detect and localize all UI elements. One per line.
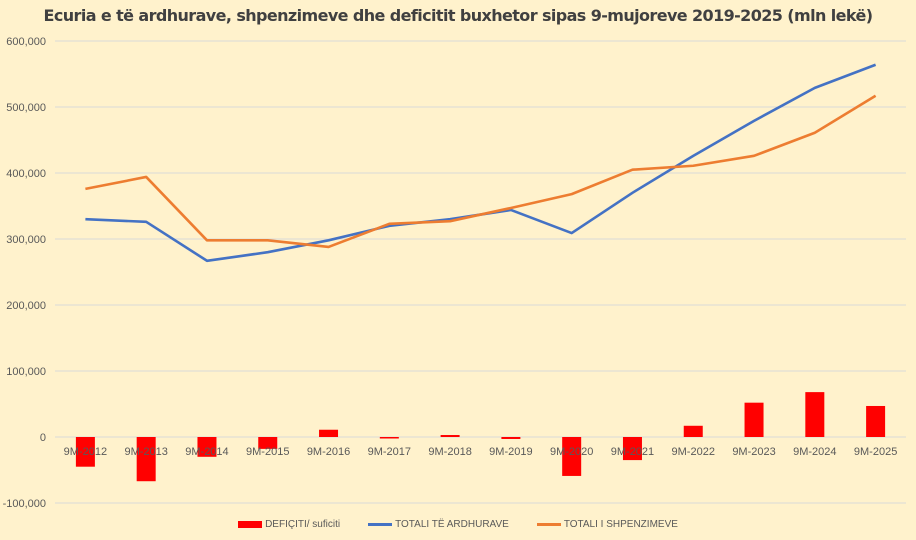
line-totali-t-ardhurave <box>85 63 877 263</box>
x-tick-label: 9M-2021 <box>611 446 654 458</box>
y-tick-label: -100,000 <box>3 498 46 510</box>
line-totali-i-shpenzimeve <box>85 94 877 249</box>
y-tick-label: 0 <box>40 432 46 444</box>
legend: DEFIÇITI/ suficiti TOTALI TË ARDHURAVE TOT… <box>0 519 916 530</box>
bar-9M-2013 <box>136 437 156 482</box>
y-tick-label: 500,000 <box>6 102 46 114</box>
legend-item: TOTALI I SHPENZIMEVE <box>536 519 678 530</box>
bar-9M-2016 <box>319 429 339 437</box>
y-tick-label: 100,000 <box>6 366 46 378</box>
y-tick-label: 300,000 <box>6 234 46 246</box>
y-tick-label: 600,000 <box>6 36 46 48</box>
x-tick-label: 9M-2022 <box>672 446 715 458</box>
x-tick-label: 9M-2025 <box>854 446 897 458</box>
chart-title: Ecuria e të ardhurave, shpenzimeve dhe d… <box>43 6 873 25</box>
x-tick-label: 9M-2018 <box>428 446 471 458</box>
legend-item: DEFIÇITI/ suficiti <box>238 519 340 530</box>
legend-label: TOTALI TË ARDHURAVE <box>395 519 509 530</box>
x-tick-label: 9M-2012 <box>64 446 107 458</box>
legend-swatch <box>368 523 393 526</box>
bar-9M-2014 <box>197 437 217 457</box>
y-tick-label: 200,000 <box>6 300 46 312</box>
bar-9M-2022 <box>683 425 703 437</box>
bar-9M-2021 <box>622 437 642 461</box>
bar-9M-2024 <box>805 392 825 437</box>
legend-label: TOTALI I SHPENZIMEVE <box>563 519 678 530</box>
x-tick-label: 9M-2014 <box>185 446 228 458</box>
bar-9M-2019 <box>501 437 521 439</box>
x-tick-label: 9M-2017 <box>368 446 411 458</box>
legend-label: DEFIÇITI/ suficiti <box>265 519 341 530</box>
legend-item: TOTALI TË ARDHURAVE <box>368 519 509 530</box>
bar-9M-2017 <box>379 437 399 439</box>
x-tick-label: 9M-2024 <box>793 446 836 458</box>
bar-9M-2018 <box>440 435 460 437</box>
bar-9M-2023 <box>744 402 764 437</box>
y-tick-label: 400,000 <box>6 168 46 180</box>
legend-swatch <box>238 521 263 528</box>
x-tick-label: 9M-2015 <box>246 446 289 458</box>
bar-9M-2025 <box>866 405 886 437</box>
x-tick-label: 9M-2016 <box>307 446 350 458</box>
legend-swatch <box>536 523 561 526</box>
x-tick-label: 9M-2019 <box>489 446 532 458</box>
x-tick-label: 9M-2013 <box>124 446 167 458</box>
x-tick-label: 9M-2023 <box>732 446 775 458</box>
bar-9M-2012 <box>75 437 95 467</box>
bar-9M-2020 <box>562 437 582 476</box>
bar-9M-2015 <box>258 437 278 449</box>
x-tick-label: 9M-2020 <box>550 446 593 458</box>
